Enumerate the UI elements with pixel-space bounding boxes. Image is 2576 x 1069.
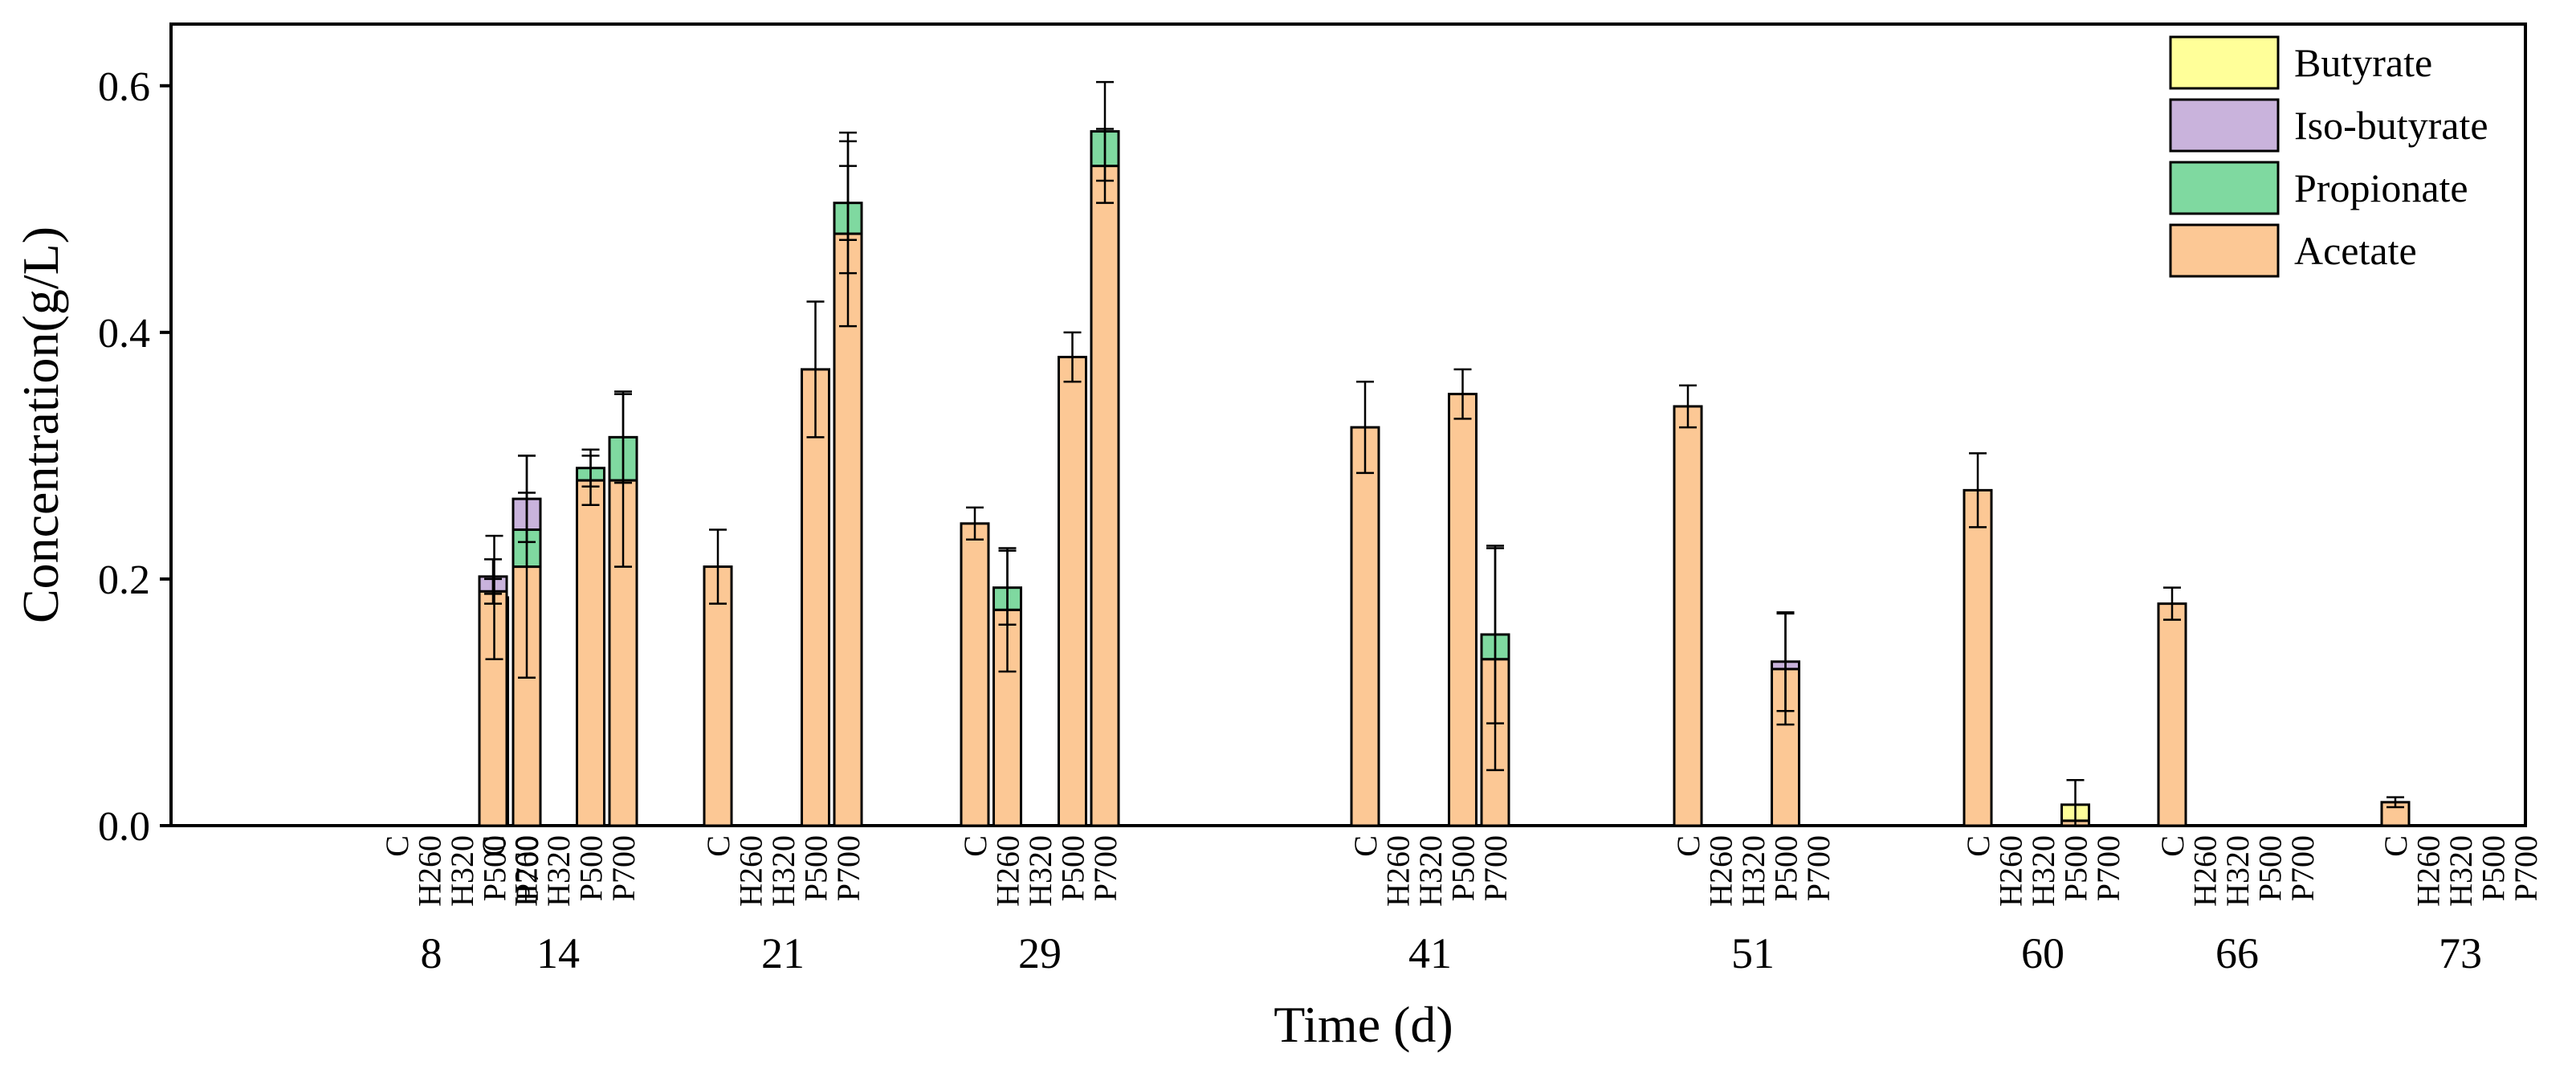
- x-category-label: H320: [2219, 835, 2256, 907]
- x-category-label: P700: [1478, 835, 1514, 901]
- x-category-label: P500: [798, 835, 834, 901]
- x-category-label: P500: [2058, 835, 2094, 901]
- x-category-label: H320: [444, 835, 480, 907]
- x-category-label: P500: [477, 835, 513, 901]
- bar-acetate-d14-P500: [576, 479, 605, 827]
- x-category-label: P700: [2090, 835, 2126, 901]
- x-category-label: P700: [1800, 835, 1836, 901]
- x-category-label: P500: [1055, 835, 1091, 901]
- bar-acetate-d41-P500: [1448, 393, 1478, 827]
- x-category-label: C: [1670, 835, 1706, 857]
- legend: Butyrate Iso-butyrate Propionate Acetate: [2169, 35, 2488, 278]
- x-category-label: H320: [1022, 835, 1058, 907]
- x-category-label: C: [2154, 835, 2191, 857]
- x-category-label: H320: [1735, 835, 1771, 907]
- x-category-label: P700: [1087, 835, 1123, 901]
- x-category-label: C: [1960, 835, 1996, 857]
- y-tick-label: 0.4: [98, 311, 150, 357]
- x-day-label: 41: [1408, 929, 1452, 977]
- x-category-label: P500: [2476, 835, 2512, 901]
- y-tick-label: 0.0: [98, 804, 150, 850]
- bar-acetate-d29-P700: [1090, 165, 1120, 827]
- bar-acetate-d29-P500: [1058, 356, 1087, 827]
- x-category-label: C: [700, 835, 736, 857]
- bar-acetate-d29-C: [960, 522, 990, 827]
- x-day-label: 66: [2215, 929, 2259, 977]
- x-category-label: P700: [830, 835, 866, 901]
- x-category-label: H260: [2411, 835, 2447, 907]
- x-category-label: C: [957, 835, 993, 857]
- x-category-label: C: [2378, 835, 2414, 857]
- x-category-label: H320: [1412, 835, 1449, 907]
- bar-acetate-d14-P700: [608, 479, 638, 827]
- y-tick-label: 0.2: [98, 557, 150, 603]
- x-category-label: H320: [2025, 835, 2061, 907]
- x-category-label: H260: [990, 835, 1026, 907]
- bar-acetate-d60-C: [1963, 488, 1993, 827]
- y-tick-label: 0.6: [98, 64, 150, 110]
- legend-swatch-propionate: [2169, 161, 2280, 215]
- legend-swatch-iso-butyrate: [2169, 98, 2280, 153]
- x-category-label: P500: [1768, 835, 1804, 901]
- legend-swatch-acetate: [2169, 223, 2280, 278]
- bar-acetate-d21-P700: [833, 232, 863, 827]
- bar-acetate-d14-C: [478, 590, 508, 827]
- x-category-label: H260: [508, 835, 544, 907]
- x-category-label: C: [1347, 835, 1384, 857]
- x-category-label: H260: [733, 835, 769, 907]
- x-category-label: H260: [2187, 835, 2223, 907]
- x-day-label: 60: [2021, 929, 2064, 977]
- x-day-label: 51: [1731, 929, 1775, 977]
- bar-acetate-d51-C: [1673, 405, 1703, 827]
- x-category-label: P500: [2252, 835, 2289, 901]
- x-category-label: P700: [605, 835, 642, 901]
- x-axis-title: Time (d): [1274, 996, 1453, 1053]
- x-category-label: P500: [573, 835, 609, 901]
- x-category-label: C: [379, 835, 415, 857]
- x-day-label: 14: [536, 929, 580, 977]
- x-category-label: H260: [1993, 835, 2029, 907]
- legend-label: Butyrate: [2294, 40, 2432, 85]
- plot-frame: [169, 22, 2527, 827]
- x-day-label: 21: [761, 929, 805, 977]
- x-category-label: P700: [2508, 835, 2544, 901]
- y-axis-title: Concentration(g/L): [12, 226, 69, 623]
- bar-acetate-d66-C: [2157, 602, 2187, 827]
- x-category-label: C: [475, 835, 512, 857]
- x-category-label: H320: [765, 835, 801, 907]
- bar-acetate-d41-C: [1350, 426, 1380, 827]
- x-category-label: H320: [540, 835, 577, 907]
- x-axis: CH260H320P500P7008CH260H320P500P70014CH2…: [379, 835, 2544, 977]
- x-day-label: 73: [2439, 929, 2482, 977]
- legend-label: Propionate: [2294, 165, 2468, 210]
- y-axis: 0.0 0.2 0.4 0.6: [98, 64, 171, 850]
- x-day-label: 8: [421, 929, 442, 977]
- legend-label: Acetate: [2294, 228, 2417, 273]
- x-category-label: P700: [2285, 835, 2321, 901]
- legend-swatch-butyrate: [2169, 35, 2280, 90]
- bars-layer: [478, 130, 2411, 827]
- x-category-label: P500: [1445, 835, 1482, 901]
- bar-acetate-d21-C: [703, 565, 733, 827]
- x-category-label: H260: [412, 835, 448, 907]
- x-category-label: H260: [1380, 835, 1416, 907]
- x-category-label: P700: [509, 835, 545, 901]
- legend-label: Iso-butyrate: [2294, 103, 2488, 148]
- x-category-label: H260: [1703, 835, 1739, 907]
- error-bars-layer: [484, 80, 2404, 827]
- x-category-label: H320: [2443, 835, 2479, 907]
- x-day-label: 29: [1018, 929, 1062, 977]
